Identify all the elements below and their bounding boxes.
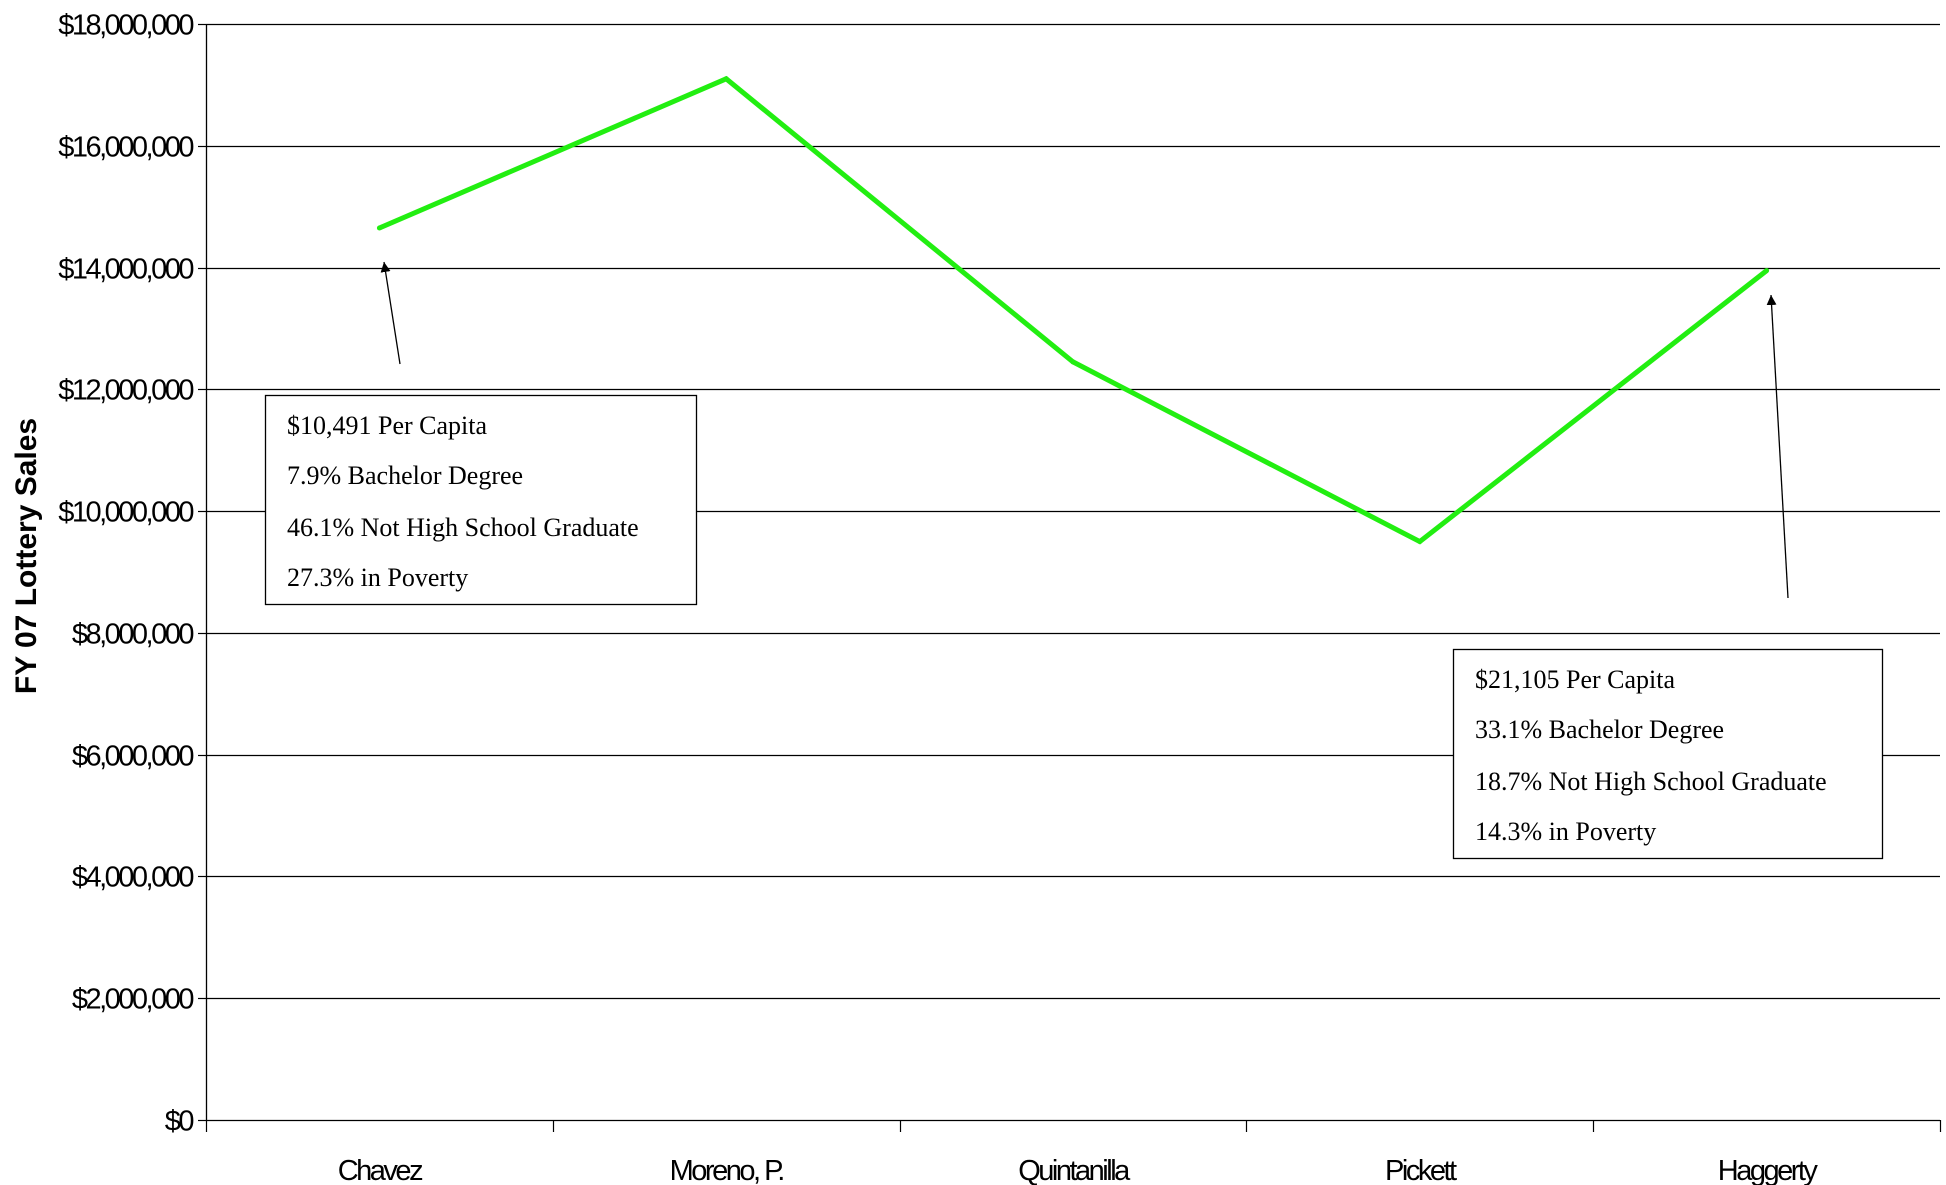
y-tick-labels: $0 $2,000,000 $4,000,000 $6,000,000 $8,000,0… (58, 10, 196, 1138)
y-tick-label: $12,000,000 (58, 375, 193, 407)
x-tick-label: Pickett (1385, 1155, 1457, 1185)
y-tick-label: $18,000,000 (58, 10, 193, 42)
data-point (1417, 539, 1423, 545)
axes (198, 23, 1942, 1132)
y-tick-label: $0 (165, 1106, 194, 1138)
y-axis-title: FY 07 Lottery Sales (10, 418, 43, 694)
series-layer (376, 75, 1770, 545)
y-tick-label: $2,000,000 (72, 984, 194, 1016)
annotation-haggerty-line-1: $21,105 Per Capita (1475, 665, 1675, 694)
y-tick-label: $6,000,000 (72, 741, 194, 773)
y-tick-label: $4,000,000 (72, 862, 194, 894)
annotation-box-haggerty (1452, 648, 1884, 860)
annotation-chavez-line-1: $10,491 Per Capita (287, 411, 487, 440)
annotation-haggerty: $21,105 Per Capita 33.1% Bachelor Degree… (1452, 294, 1884, 860)
data-point (723, 76, 729, 82)
annotation-box-chavez (264, 394, 698, 606)
y-tick-label: $16,000,000 (58, 132, 193, 164)
data-point (376, 225, 382, 231)
annotation-chavez-line-2: 7.9% Bachelor Degree (287, 461, 523, 490)
x-tick-label: Moreno, P. (670, 1155, 784, 1185)
annotation-haggerty-line-3: 18.7% Not High School Graduate (1475, 767, 1827, 796)
data-point (1070, 359, 1076, 365)
x-tick-label: Chavez (338, 1155, 423, 1185)
y-tick-label: $10,000,000 (58, 497, 193, 529)
y-tick-label: $8,000,000 (72, 619, 194, 651)
annotation-chavez-line-3: 46.1% Not High School Graduate (287, 513, 639, 542)
annotation-haggerty-line-4: 14.3% in Poverty (1475, 817, 1656, 846)
annotation-arrow-haggerty (1766, 294, 1789, 599)
x-tick-labels: Chavez Moreno, P. Quintanilla Pickett Hagger… (338, 1155, 1821, 1185)
x-tick-label: Quintanilla (1018, 1155, 1131, 1185)
annotation-haggerty-line-2: 33.1% Bachelor Degree (1475, 715, 1724, 744)
y-tick-label: $14,000,000 (58, 254, 193, 286)
annotation-chavez-line-4: 27.3% in Poverty (287, 563, 468, 592)
data-point (1764, 268, 1770, 274)
x-tick-label: Haggerty (1718, 1155, 1819, 1185)
annotation-arrow-chavez (380, 261, 401, 365)
annotation-chavez: $10,491 Per Capita 7.9% Bachelor Degree … (264, 261, 698, 606)
